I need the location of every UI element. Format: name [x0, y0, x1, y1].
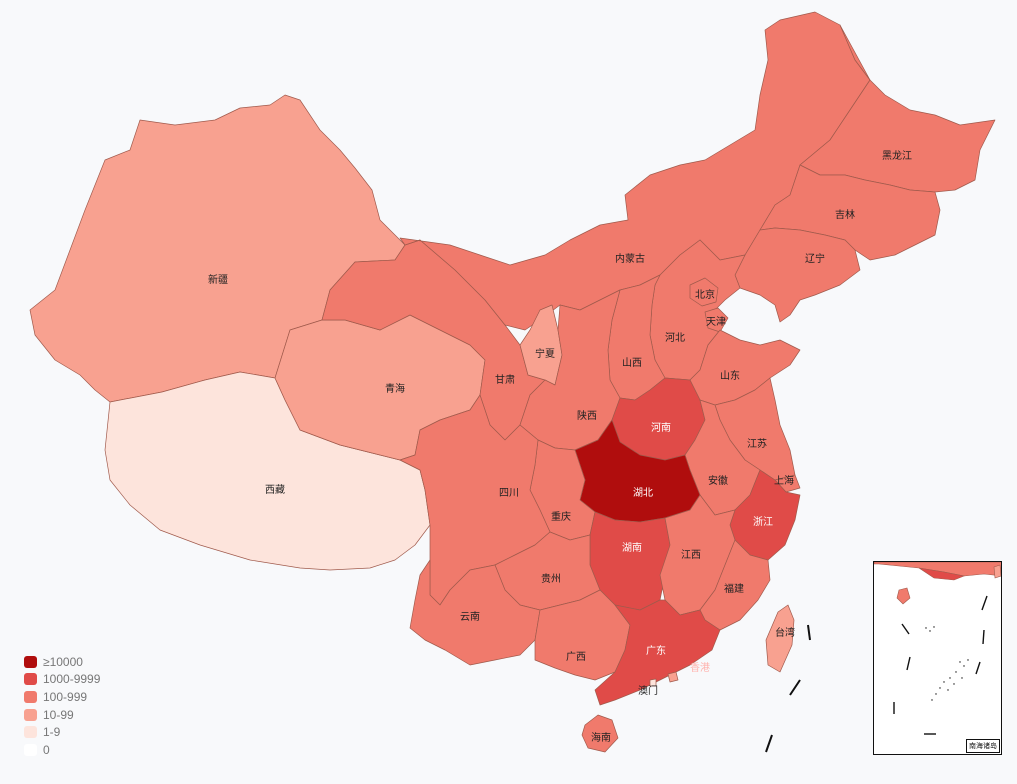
- province-label-taiwan: 台湾: [775, 626, 795, 639]
- legend-swatch: [24, 726, 37, 739]
- legend-item[interactable]: 0: [24, 741, 100, 759]
- province-label-gansu: 甘肃: [495, 373, 515, 386]
- inset-guangdong: [918, 567, 966, 581]
- province-aomen[interactable]: [649, 678, 657, 687]
- province-label-xizang: 西藏: [265, 484, 285, 496]
- province-heilongjiang[interactable]: [799, 24, 996, 193]
- province-label-guizhou: 贵州: [541, 572, 561, 585]
- province-label-sichuan: 四川: [499, 488, 519, 499]
- inset-label: 南海诸岛: [966, 739, 1000, 753]
- legend-label: 1000-9999: [43, 672, 101, 687]
- legend-swatch: [24, 690, 37, 703]
- province-label-chongqing: 重庆: [551, 510, 571, 523]
- province-beijing[interactable]: [689, 277, 719, 307]
- province-hainan[interactable]: [581, 714, 619, 753]
- province-label-shaanxi: 陕西: [577, 409, 597, 422]
- province-label-hunan: 湖南: [622, 541, 642, 554]
- province-guangdong[interactable]: [594, 599, 721, 706]
- province-liaoning[interactable]: [734, 227, 861, 323]
- province-label-beijing: 北京: [695, 288, 715, 301]
- province-label-shandong: 山东: [720, 369, 740, 382]
- sea-boundary-marks: [765, 624, 811, 753]
- south-china-sea-inset: 南海诸岛: [873, 561, 1002, 755]
- inset-islands: [925, 626, 969, 701]
- legend-item[interactable]: 10-99: [24, 706, 100, 724]
- province-label-shanghai: 上海: [774, 474, 794, 487]
- province-label-xianggang: 香港: [690, 662, 710, 674]
- province-label-henan: 河南: [651, 421, 671, 434]
- province-label-fujian: 福建: [724, 582, 744, 595]
- province-label-anhui: 安徽: [708, 474, 728, 487]
- province-label-hubei: 湖北: [633, 487, 653, 499]
- legend-swatch: [24, 743, 37, 756]
- province-label-guangdong: 广东: [646, 644, 666, 657]
- legend-label: ≥10000: [43, 654, 83, 669]
- inset-map: [874, 562, 1001, 735]
- province-label-tianjin: 天津: [706, 316, 726, 328]
- legend: ≥10000 1000-9999 100-999 10-99 1-9 0: [24, 653, 100, 759]
- legend-swatch: [24, 655, 37, 668]
- legend-label: 0: [43, 742, 50, 757]
- legend-label: 100-999: [43, 689, 88, 704]
- legend-label: 10-99: [43, 707, 74, 722]
- province-label-hebei: 河北: [665, 332, 685, 344]
- legend-swatch: [24, 708, 37, 721]
- province-taiwan[interactable]: [765, 604, 795, 673]
- legend-item[interactable]: ≥10000: [24, 653, 100, 671]
- legend-item[interactable]: 100-999: [24, 688, 100, 706]
- province-label-ningxia: 宁夏: [535, 347, 555, 360]
- province-label-guangxi: 广西: [566, 651, 586, 663]
- inset-dash-lines: [893, 595, 988, 735]
- province-label-hainan: 海南: [591, 731, 611, 744]
- province-label-liaoning: 辽宁: [805, 252, 825, 265]
- province-tianjin[interactable]: [704, 307, 729, 333]
- inset-hainan: [896, 587, 911, 605]
- province-label-jiangsu: 江苏: [747, 437, 767, 450]
- province-label-neimenggu: 内蒙古: [615, 252, 645, 265]
- province-label-zhejiang: 浙江: [753, 516, 773, 528]
- province-label-qinghai: 青海: [385, 382, 405, 395]
- province-label-jilin: 吉林: [835, 208, 855, 221]
- province-label-xinjiang: 新疆: [208, 273, 228, 286]
- province-label-aomen: 澳门: [638, 684, 658, 697]
- province-label-shanxi: 山西: [622, 357, 642, 369]
- legend-item[interactable]: 1000-9999: [24, 671, 100, 689]
- province-fujian[interactable]: [699, 539, 771, 631]
- province-xianggang[interactable]: [667, 671, 679, 683]
- legend-swatch: [24, 673, 37, 686]
- province-label-yunnan: 云南: [460, 610, 480, 623]
- legend-item[interactable]: 1-9: [24, 723, 100, 741]
- province-label-jiangxi: 江西: [681, 549, 701, 561]
- inset-taiwan: [993, 564, 1001, 579]
- province-label-heilongjiang: 黑龙江: [882, 149, 912, 162]
- legend-label: 1-9: [43, 725, 61, 740]
